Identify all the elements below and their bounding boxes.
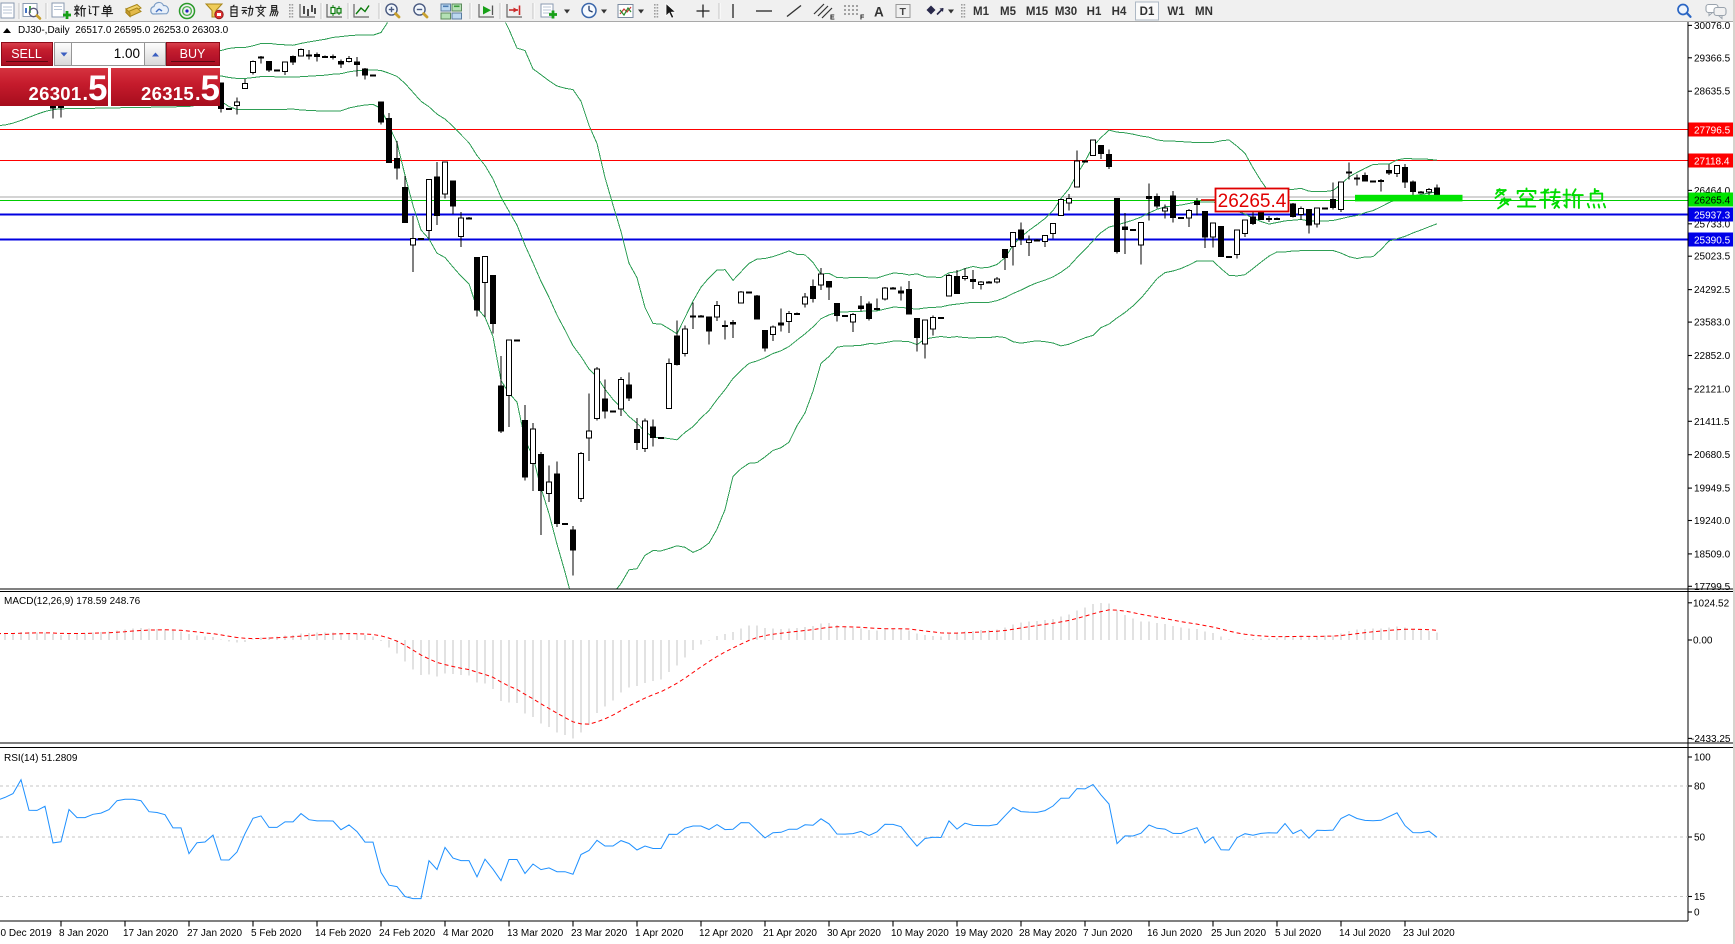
svg-text:26464.0: 26464.0 xyxy=(1694,186,1731,197)
svg-text:5 Jul 2020: 5 Jul 2020 xyxy=(1275,928,1322,939)
svg-text:A: A xyxy=(874,5,884,20)
svg-text:23 Jul 2020: 23 Jul 2020 xyxy=(1403,928,1455,939)
svg-text:18509.0: 18509.0 xyxy=(1694,549,1731,560)
svg-text:T: T xyxy=(900,6,907,18)
svg-text:80: 80 xyxy=(1694,782,1706,793)
svg-text:8 Jan 2020: 8 Jan 2020 xyxy=(59,928,109,939)
svg-text:-2433.25: -2433.25 xyxy=(1691,734,1731,745)
svg-text:26265.4: 26265.4 xyxy=(1218,191,1287,212)
svg-text:27 Jan 2020: 27 Jan 2020 xyxy=(187,928,242,939)
svg-text:15: 15 xyxy=(1694,892,1706,903)
svg-text:MN: MN xyxy=(1195,6,1213,18)
svg-text:50: 50 xyxy=(1694,833,1706,844)
svg-text:27796.5: 27796.5 xyxy=(1694,125,1731,136)
svg-text:100: 100 xyxy=(1694,753,1711,764)
svg-text:E: E xyxy=(830,15,835,22)
svg-text:29366.5: 29366.5 xyxy=(1694,53,1731,64)
svg-text:28635.5: 28635.5 xyxy=(1694,87,1731,98)
svg-text:30076.0: 30076.0 xyxy=(1694,21,1731,32)
svg-text:19240.0: 19240.0 xyxy=(1694,516,1731,527)
svg-text:20680.5: 20680.5 xyxy=(1694,450,1731,461)
svg-text:25023.5: 25023.5 xyxy=(1694,252,1731,263)
svg-text:21411.5: 21411.5 xyxy=(1694,417,1730,428)
svg-text:0: 0 xyxy=(1694,908,1700,919)
svg-text:0.00: 0.00 xyxy=(1693,636,1713,647)
svg-text:12 Apr 2020: 12 Apr 2020 xyxy=(699,928,753,939)
svg-text:D1: D1 xyxy=(1140,6,1155,18)
svg-text:7 Jun 2020: 7 Jun 2020 xyxy=(1083,928,1133,939)
svg-text:28 May 2020: 28 May 2020 xyxy=(1019,928,1077,939)
svg-text:1024.52: 1024.52 xyxy=(1693,598,1730,609)
svg-text:F: F xyxy=(860,15,865,22)
svg-text:M15: M15 xyxy=(1026,6,1049,18)
svg-text:21 Apr 2020: 21 Apr 2020 xyxy=(763,928,817,939)
svg-text:M30: M30 xyxy=(1055,6,1077,18)
svg-text:16 Jun 2020: 16 Jun 2020 xyxy=(1147,928,1202,939)
svg-text:24 Feb 2020: 24 Feb 2020 xyxy=(379,928,436,939)
svg-text:M5: M5 xyxy=(1000,6,1017,18)
svg-text:23 Mar 2020: 23 Mar 2020 xyxy=(571,928,628,939)
svg-text:H4: H4 xyxy=(1112,6,1127,18)
svg-text:24292.5: 24292.5 xyxy=(1694,285,1731,296)
svg-text:1 Apr 2020: 1 Apr 2020 xyxy=(635,928,684,939)
svg-text:10 May 2020: 10 May 2020 xyxy=(891,928,949,939)
svg-text:25733.0: 25733.0 xyxy=(1694,219,1731,230)
svg-text:M1: M1 xyxy=(973,6,990,18)
svg-text:22852.0: 22852.0 xyxy=(1694,351,1731,362)
svg-text:25 Jun 2020: 25 Jun 2020 xyxy=(1211,928,1266,939)
svg-text:H1: H1 xyxy=(1087,6,1102,18)
svg-text:19949.5: 19949.5 xyxy=(1694,484,1731,495)
svg-text:30 Apr 2020: 30 Apr 2020 xyxy=(827,928,881,939)
svg-text:14 Feb 2020: 14 Feb 2020 xyxy=(315,928,372,939)
svg-text:4 Mar 2020: 4 Mar 2020 xyxy=(443,928,494,939)
svg-text:5 Feb 2020: 5 Feb 2020 xyxy=(251,928,302,939)
svg-text:26265.4: 26265.4 xyxy=(1694,195,1731,206)
svg-text:30 Dec 2019: 30 Dec 2019 xyxy=(0,928,52,939)
svg-text:25937.3: 25937.3 xyxy=(1694,210,1731,221)
svg-text:25390.5: 25390.5 xyxy=(1694,235,1731,246)
svg-text:19 May 2020: 19 May 2020 xyxy=(955,928,1013,939)
svg-text:27118.4: 27118.4 xyxy=(1694,156,1730,167)
svg-text:17 Jan 2020: 17 Jan 2020 xyxy=(123,928,178,939)
svg-text:22121.0: 22121.0 xyxy=(1694,384,1731,395)
svg-text:13 Mar 2020: 13 Mar 2020 xyxy=(507,928,564,939)
svg-text:17799.5: 17799.5 xyxy=(1694,582,1731,593)
svg-text:23583.0: 23583.0 xyxy=(1694,318,1731,329)
svg-text:W1: W1 xyxy=(1167,6,1185,18)
svg-text:14 Jul 2020: 14 Jul 2020 xyxy=(1339,928,1391,939)
